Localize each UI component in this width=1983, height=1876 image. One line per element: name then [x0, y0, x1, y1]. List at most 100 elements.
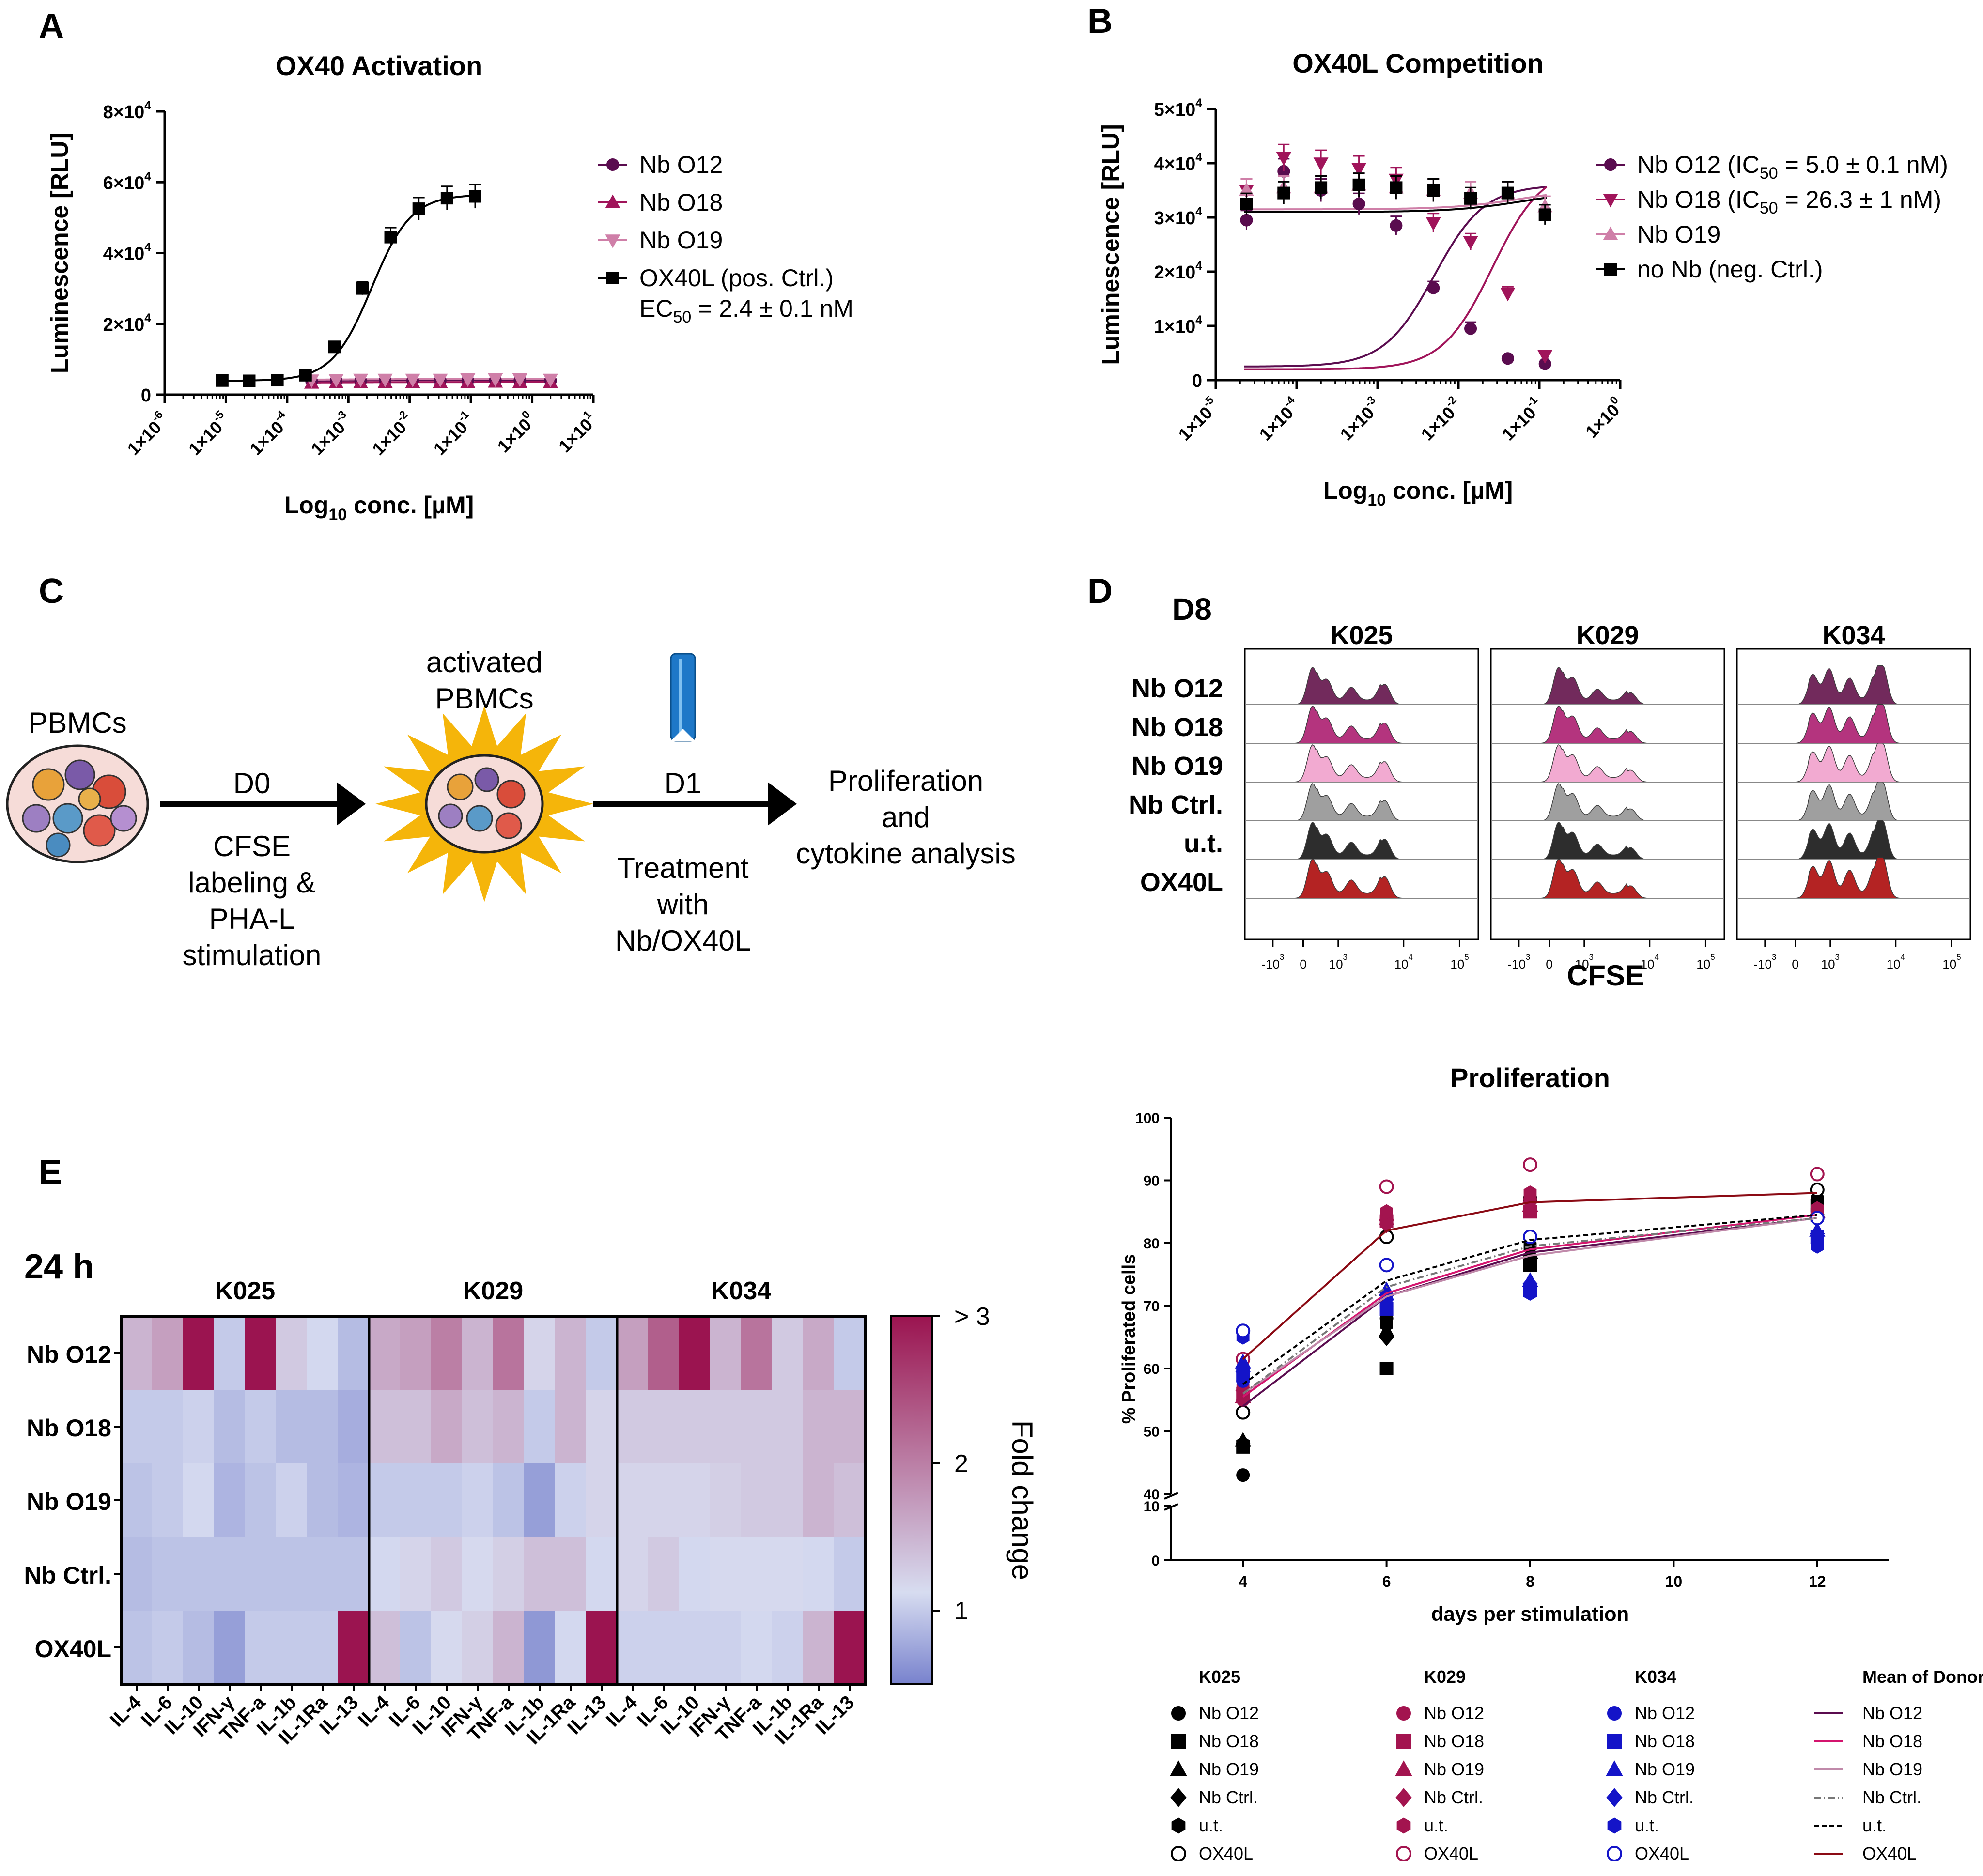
heatmap-cell: [462, 1390, 494, 1464]
step2-text-3: Nb/OX40L: [615, 924, 751, 957]
heatmap-cell: [710, 1611, 742, 1685]
legend-marker: [605, 194, 620, 208]
data-point: [1352, 178, 1365, 191]
heatmap-cell: [772, 1463, 804, 1538]
heatmap-cell: [586, 1537, 618, 1611]
x-tick-label: -103: [1507, 953, 1530, 971]
donor-label: K034: [1822, 621, 1885, 650]
heatmap-cell: [803, 1537, 835, 1611]
heatmap-cell: [710, 1390, 742, 1464]
arrow-head-2: [768, 782, 797, 826]
heatmap-cell: [152, 1463, 184, 1538]
colorbar-tick-label: > 3: [954, 1303, 990, 1331]
data-point: [1236, 1468, 1250, 1482]
legend-label: Nb O19: [1862, 1759, 1922, 1779]
legend-label: Nb Ctrl.: [1862, 1787, 1921, 1807]
x-tick-label: 1×10-4: [244, 408, 294, 459]
data-point: [1500, 288, 1516, 302]
x-tick-label: 104: [1394, 953, 1413, 971]
fit-curve: [305, 378, 553, 381]
step1-label: CFSE labeling & PHA-L stimulation: [160, 828, 344, 973]
heatmap-cell: [555, 1316, 587, 1390]
data-point: [1464, 192, 1477, 205]
row-label: Nb O12: [1131, 674, 1223, 703]
heatmap-cell: [400, 1316, 432, 1390]
row-label: Nb Ctrl.: [24, 1562, 111, 1589]
heatmap-cell: [121, 1463, 153, 1538]
d1-label: D1: [635, 765, 731, 801]
heatmap-cell: [183, 1463, 215, 1538]
activated-cells: [438, 767, 526, 839]
heatmap-cell: [524, 1316, 556, 1390]
row-label: Nb O18: [27, 1415, 111, 1442]
legend-marker: [606, 158, 619, 171]
data-point: [1351, 163, 1367, 177]
heatmap-cell: [648, 1537, 680, 1611]
x-tick-label: 1×10-6: [121, 408, 172, 459]
x-tick-label: 10: [1665, 1573, 1683, 1590]
chart-ox40l-competition: OX40L Competition 0 1×104 2×104 3×104 4×104 5×…: [1097, 48, 1948, 509]
heatmap-cell: [307, 1316, 339, 1390]
fit-curve: [219, 194, 477, 382]
data-point: [1236, 1405, 1251, 1420]
heatmap-cell: [524, 1390, 556, 1464]
heatmap-cell: [183, 1537, 215, 1611]
d0-label: D0: [203, 765, 300, 801]
legend-label: Nb O12: [1862, 1703, 1922, 1723]
legend-marker: [1395, 1788, 1412, 1807]
heatmap-cell: [338, 1390, 370, 1464]
heatmap-cell: [679, 1463, 711, 1538]
result-text-1: Proliferation: [828, 765, 984, 797]
legend-marker: [1603, 194, 1618, 208]
heatmap-cell: [555, 1611, 587, 1685]
heatmap-cell: [245, 1463, 277, 1538]
legend-marker: [1603, 226, 1618, 240]
fit-curve: [1244, 194, 1547, 211]
y-tick-label: 3×104: [1154, 205, 1203, 229]
fit-curve: [305, 381, 553, 384]
x-tick-label: 1×101: [553, 408, 601, 456]
panel-letter-a: A: [39, 7, 64, 46]
heatmap-cell: [338, 1316, 370, 1390]
chart-title: OX40L Competition: [1292, 48, 1544, 78]
heatmap-cell: [834, 1463, 866, 1538]
data-point: [1379, 1328, 1394, 1346]
y-axis-label: Luminescence [RLU]: [1097, 124, 1124, 365]
heatmap-cell: [834, 1611, 866, 1685]
legend-label: Nb O12: [1424, 1703, 1484, 1723]
data-point: [543, 373, 558, 388]
heatmap-cell: [431, 1463, 463, 1538]
step1-text-2: labeling &: [188, 866, 316, 899]
legend-marker: [606, 272, 619, 284]
heatmap-cell: [369, 1390, 401, 1464]
legend-label: Nb O18: [639, 189, 723, 216]
nanobody-icon: [670, 653, 696, 742]
data-point: [216, 374, 229, 387]
x-tick-label: 103: [1329, 953, 1348, 971]
data-point: [1425, 217, 1441, 231]
workflow-schematic: [6, 653, 797, 902]
x-tick-label: 12: [1809, 1573, 1826, 1590]
legend-label: Nb O19: [1424, 1759, 1484, 1779]
heatmap-cell: [648, 1611, 680, 1685]
heatmap-cell: [369, 1463, 401, 1538]
heatmap-cell: [431, 1537, 463, 1611]
heatmap-cell: [555, 1537, 587, 1611]
x-tick-label: 103: [1575, 953, 1594, 971]
heatmap-cell: [369, 1611, 401, 1685]
data-point: [512, 373, 527, 387]
legend-marker: [1606, 1760, 1623, 1776]
colorbar-tick-label: 1: [954, 1597, 968, 1625]
heatmap-cell: [152, 1390, 184, 1464]
legend-label: OX40L: [1199, 1844, 1253, 1863]
x-tick-label: 103: [1821, 953, 1840, 971]
heatmap-cell: [121, 1537, 153, 1611]
data-point: [243, 374, 256, 387]
legend-marker: [1171, 1817, 1186, 1834]
donor-label: K025: [1330, 621, 1393, 650]
chart-proliferation: Proliferation 40 50 60 70 80 90 100 0 10 4 6 8 10 12 da…: [1119, 1062, 1983, 1863]
histogram-frame: [1490, 648, 1725, 940]
data-point: [405, 373, 420, 388]
heatmap-cell: [710, 1537, 742, 1611]
legend-label: Nb O18: [1424, 1731, 1484, 1751]
